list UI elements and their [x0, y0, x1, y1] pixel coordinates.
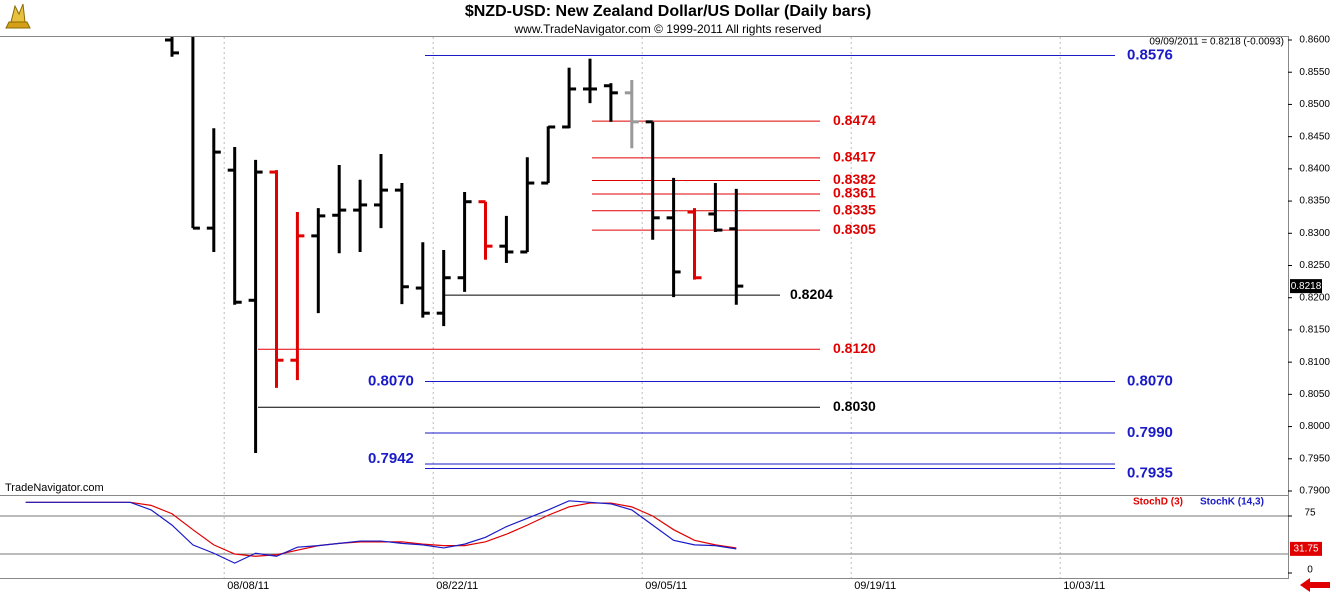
- price-box: [1290, 279, 1322, 294]
- x-tick-label: 09/19/11: [854, 580, 896, 592]
- level-label: 0.8120: [833, 340, 876, 356]
- y-tick-label: 0.8400: [1299, 163, 1330, 174]
- y-tick-label: 0.8200: [1299, 292, 1330, 303]
- x-tick-label: 08/22/11: [436, 580, 478, 592]
- level-label: 0.8474: [833, 112, 876, 128]
- legend-entry: StochK (14,3): [1200, 497, 1264, 508]
- y-tick-label: 0.8600: [1299, 35, 1330, 46]
- level-label: 0.8417: [833, 149, 876, 165]
- y-tick-label: 0.8000: [1299, 421, 1330, 432]
- status-text: 09/09/2011 = 0.8218 (-0.0093): [1149, 37, 1284, 48]
- y-tick-label: 0.8500: [1299, 99, 1330, 110]
- level-label: 0.8382: [833, 171, 876, 187]
- stoch-line: [25, 500, 737, 564]
- level-label: 0.8361: [833, 185, 876, 201]
- level-label: 0.8576: [1127, 46, 1173, 63]
- subtitle: www.TradeNavigator.com © 1999-2011 All r…: [514, 22, 822, 36]
- price-box-label: 0.8218: [1291, 281, 1322, 292]
- scroll-arrow[interactable]: [1300, 578, 1330, 592]
- x-tick-label: 10/03/11: [1063, 580, 1105, 592]
- level-label: 0.8335: [833, 201, 876, 217]
- level-label: 0.8070: [368, 372, 414, 389]
- y-tick-label: 0: [1307, 565, 1313, 576]
- y-tick-label: 0.8150: [1299, 325, 1330, 336]
- y-tick-label: 0.8100: [1299, 357, 1330, 368]
- y-tick-label: 0.8350: [1299, 196, 1330, 207]
- y-tick-label: 0.8300: [1299, 228, 1330, 239]
- y-tick-label: 0.8450: [1299, 131, 1330, 142]
- y-tick-label: 0.8550: [1299, 67, 1330, 78]
- legend-entry: StochD (3): [1133, 497, 1183, 508]
- y-tick-label: 75: [1304, 508, 1316, 519]
- watermark: TradeNavigator.com: [5, 482, 104, 494]
- chart-title: $NZD-USD: New Zealand Dollar/US Dollar (…: [465, 3, 871, 20]
- y-tick-label: 0.8050: [1299, 389, 1330, 400]
- x-tick-label: 08/08/11: [227, 580, 269, 592]
- level-label: 0.8204: [790, 286, 833, 302]
- level-label: 0.7935: [1127, 464, 1173, 481]
- level-label: 0.8305: [833, 221, 876, 237]
- stoch-box: [1290, 541, 1322, 556]
- level-label: 0.7990: [1127, 424, 1173, 441]
- y-tick-label: 0.7950: [1299, 453, 1330, 464]
- level-label: 0.8030: [833, 398, 876, 414]
- y-tick-label: 0.8250: [1299, 260, 1330, 271]
- stoch-line: [25, 501, 737, 557]
- stoch-box-label: 31.75: [1293, 544, 1318, 555]
- level-label: 0.8070: [1127, 372, 1173, 389]
- logo: [5, 3, 31, 29]
- y-tick-label: 0.7900: [1299, 486, 1330, 497]
- level-label: 0.7942: [368, 450, 414, 467]
- price-bars: [165, 37, 744, 453]
- x-tick-label: 09/05/11: [645, 580, 687, 592]
